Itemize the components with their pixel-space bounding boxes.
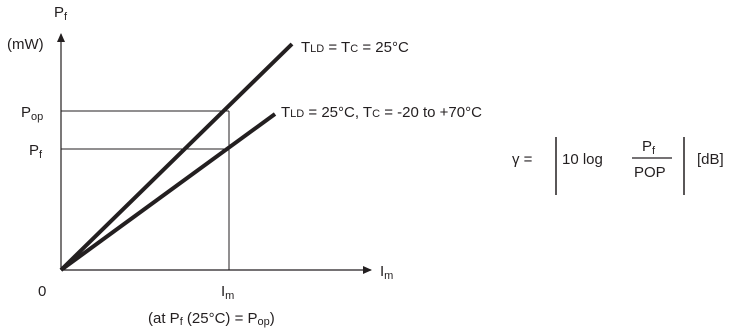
gamma-symbol: γ = xyxy=(512,151,533,168)
pf-label: Pf xyxy=(29,142,43,161)
pop-label: Pop xyxy=(21,104,43,123)
tracking-error-formula: γ = 10 log Pf POP [dB] xyxy=(512,137,724,195)
x-axis-label: Im xyxy=(380,263,393,282)
ten-log-text: 10 log xyxy=(562,151,603,168)
characteristic-line-upper xyxy=(59,42,294,272)
db-unit: [dB] xyxy=(697,151,724,168)
lower-line-label: TLD = 25°C, TC = -20 to +70°C xyxy=(281,104,482,121)
upper-line-label: TLD = TC = 25°C xyxy=(301,39,409,56)
im-tick-label: Im xyxy=(221,283,234,302)
fraction-numerator: Pf xyxy=(642,138,656,157)
y-axis-unit: (mW) xyxy=(7,36,44,53)
y-axis-label: Pf xyxy=(54,4,68,23)
characteristic-line-lower xyxy=(59,112,277,272)
fraction-denominator: POP xyxy=(634,164,666,181)
im-condition-note: (at Pf (25°C) = Pop) xyxy=(148,310,275,328)
origin-label: 0 xyxy=(38,283,46,300)
